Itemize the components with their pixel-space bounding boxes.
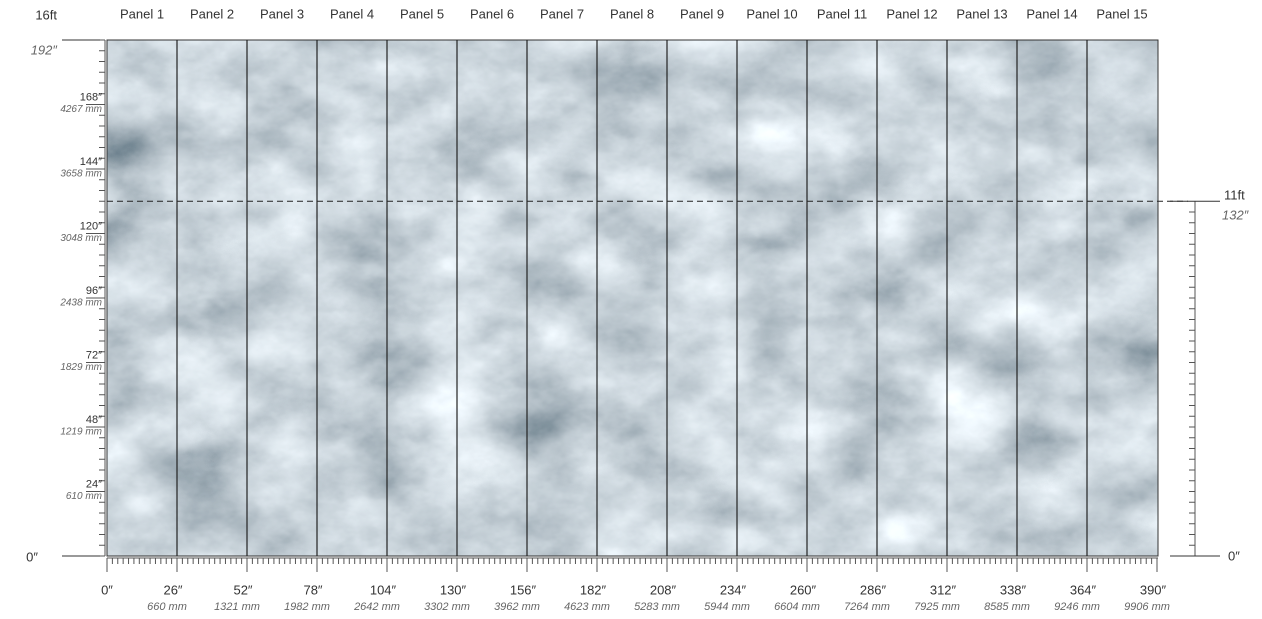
ruler-label: 144″ [80, 156, 102, 168]
ruler-label: 286″ [860, 582, 887, 597]
panel-label: Panel 7 [540, 6, 584, 21]
panel-label: Panel 9 [680, 6, 724, 21]
panel-label: Panel 10 [746, 6, 797, 21]
ruler-label: 234″ [720, 582, 747, 597]
ruler-label: 3658 mm [60, 169, 102, 180]
ruler-label: 0″ [1228, 548, 1240, 563]
panel-label: Panel 4 [330, 6, 374, 21]
ruler-label: 182″ [580, 582, 607, 597]
panel-label: Panel 3 [260, 6, 304, 21]
ruler-label: 168″ [80, 91, 102, 103]
panel-label: Panel 8 [610, 6, 654, 21]
ruler-label: 4267 mm [60, 104, 102, 115]
ruler-label: 1829 mm [60, 362, 102, 373]
panel-label: Panel 2 [190, 6, 234, 21]
ruler-label: 3048 mm [60, 233, 102, 244]
ruler-label: 338″ [1000, 582, 1027, 597]
ruler-label: 0″ [26, 549, 38, 564]
panel-label: Panel 1 [120, 6, 164, 21]
ruler-label: 6604 mm [774, 601, 820, 613]
ruler-label: 96″ [86, 285, 102, 297]
ruler-label: 2642 mm [353, 601, 400, 613]
panel-label: Panel 12 [886, 6, 937, 21]
mural-texture [107, 40, 1158, 556]
ruler-label: 5283 mm [634, 601, 680, 613]
ruler-label: 72″ [86, 349, 102, 361]
ruler-label: 1219 mm [60, 427, 102, 438]
ruler-label: 156″ [510, 582, 537, 597]
mural-border [106, 39, 1159, 557]
ruler-label: 3962 mm [494, 601, 540, 613]
panel-label: Panel 6 [470, 6, 514, 21]
ruler-label: 192″ [31, 42, 58, 57]
ruler-label: 2438 mm [59, 298, 102, 309]
ruler-label: 4623 mm [564, 601, 610, 613]
ruler-label: 3302 mm [424, 601, 470, 613]
ruler-label: 260″ [790, 582, 817, 597]
panel-label: Panel 11 [817, 6, 867, 21]
ruler-label: 52″ [233, 582, 252, 597]
ruler-label: 132″ [1222, 207, 1249, 222]
panel-label: Panel 15 [1096, 6, 1147, 21]
ruler-label: 0″ [101, 582, 113, 597]
ruler-label: 208″ [650, 582, 677, 597]
ruler-label: 1321 mm [214, 601, 260, 613]
ruler-label: 660 mm [147, 601, 187, 613]
ruler-label: 610 mm [66, 491, 102, 502]
ruler-label: 8585 mm [984, 601, 1030, 613]
ruler-label: 9906 mm [1124, 601, 1170, 613]
ruler-label: 364″ [1070, 582, 1097, 597]
ruler-label: 16ft [35, 7, 57, 22]
ruler-label: 130″ [440, 582, 467, 597]
ruler-label: 1982 mm [284, 601, 330, 613]
ruler-label: 78″ [303, 582, 322, 597]
ruler-label: 7264 mm [844, 601, 890, 613]
ruler-label: 11ft [1224, 187, 1245, 202]
ruler-label: 48″ [86, 414, 102, 426]
ruler-label: 104″ [370, 582, 397, 597]
panel-label: Panel 13 [956, 6, 1007, 21]
ruler-label: 5944 mm [704, 601, 750, 613]
ruler-label: 9246 mm [1054, 601, 1100, 613]
panel-label: Panel 14 [1026, 6, 1077, 21]
ruler-label: 390″ [1140, 582, 1167, 597]
ruler-label: 26″ [163, 582, 182, 597]
ruler-label: 7925 mm [914, 601, 960, 613]
ruler-label: 312″ [930, 582, 957, 597]
ruler-label: 120″ [80, 220, 102, 232]
ruler-label: 24″ [86, 478, 102, 490]
panel-label: Panel 5 [400, 6, 444, 21]
